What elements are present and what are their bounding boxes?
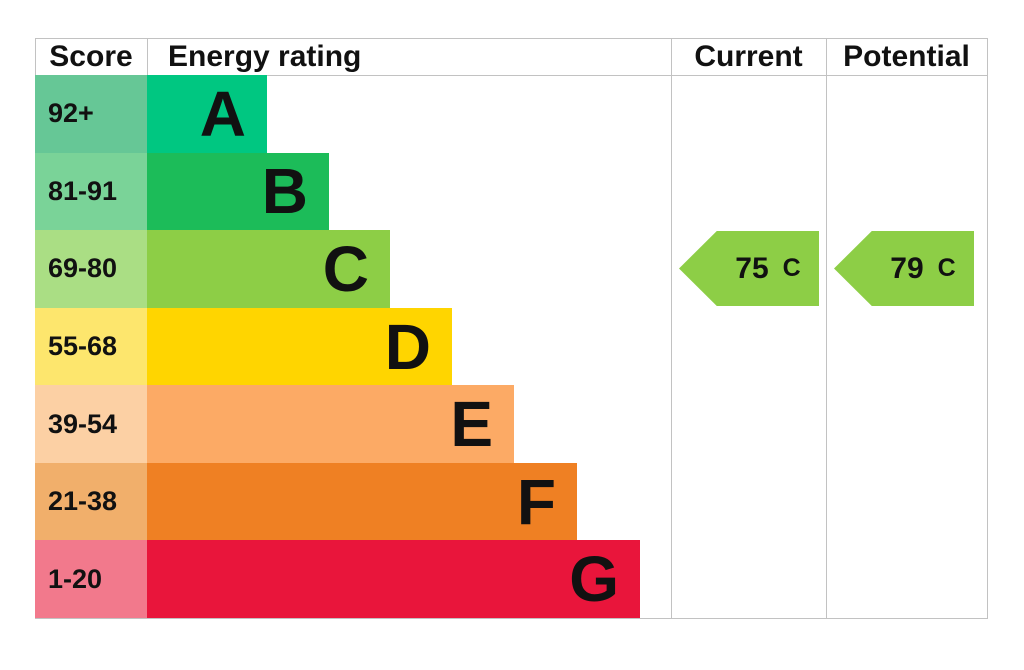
potential-column-divider — [826, 38, 827, 619]
band-row-g: 1-20 G — [35, 540, 988, 619]
header-underline — [35, 75, 988, 76]
band-letter: B — [261, 155, 308, 228]
band-bar: C — [147, 230, 390, 308]
band-letter: A — [199, 77, 246, 150]
score-column-header: Score — [49, 39, 133, 73]
band-bar: G — [147, 540, 640, 619]
band-row-a: 92+ A — [35, 75, 988, 153]
band-bar: E — [147, 385, 514, 463]
band-letter: C — [322, 232, 369, 305]
band-row-e: 39-54 E — [35, 385, 988, 463]
score-cell: 21-38 — [35, 462, 147, 541]
current-column-header: Current — [694, 39, 803, 73]
band-letter: F — [516, 465, 556, 538]
score-cell: 1-20 — [35, 540, 147, 619]
band-letter: G — [569, 543, 619, 616]
score-cell: 69-80 — [35, 230, 147, 308]
score-cell: 55-68 — [35, 307, 147, 386]
band-bar: F — [147, 462, 577, 541]
score-cell: 39-54 — [35, 385, 147, 463]
band-row-d: 55-68 D — [35, 307, 988, 386]
band-letter: D — [384, 310, 431, 383]
table-top-border — [35, 38, 988, 39]
potential-rating-letter: C — [937, 254, 956, 282]
potential-column-header: Potential — [843, 39, 970, 73]
band-rows: 92+ A 81-91 B 69-80 C 55-68 D 39-54 E 21… — [35, 75, 988, 619]
potential-score-value: 79 — [890, 251, 924, 285]
epc-table: Score Energy rating Current Potential 92… — [35, 38, 988, 619]
band-letter: E — [450, 388, 493, 461]
band-row-b: 81-91 B — [35, 152, 988, 231]
table-bottom-border — [35, 618, 988, 619]
band-row-c: 69-80 C — [35, 230, 988, 308]
band-row-f: 21-38 F — [35, 462, 988, 541]
band-bar: D — [147, 307, 452, 386]
score-cell: 81-91 — [35, 152, 147, 231]
energy-rating-header: Energy rating — [168, 39, 362, 73]
table-right-border — [987, 38, 988, 619]
current-column-divider — [671, 38, 672, 619]
band-bar: A — [147, 75, 267, 153]
current-score-value: 75 — [735, 251, 769, 285]
current-rating-letter: C — [782, 254, 801, 282]
score-cell: 92+ — [35, 75, 147, 153]
band-bar: B — [147, 152, 329, 231]
